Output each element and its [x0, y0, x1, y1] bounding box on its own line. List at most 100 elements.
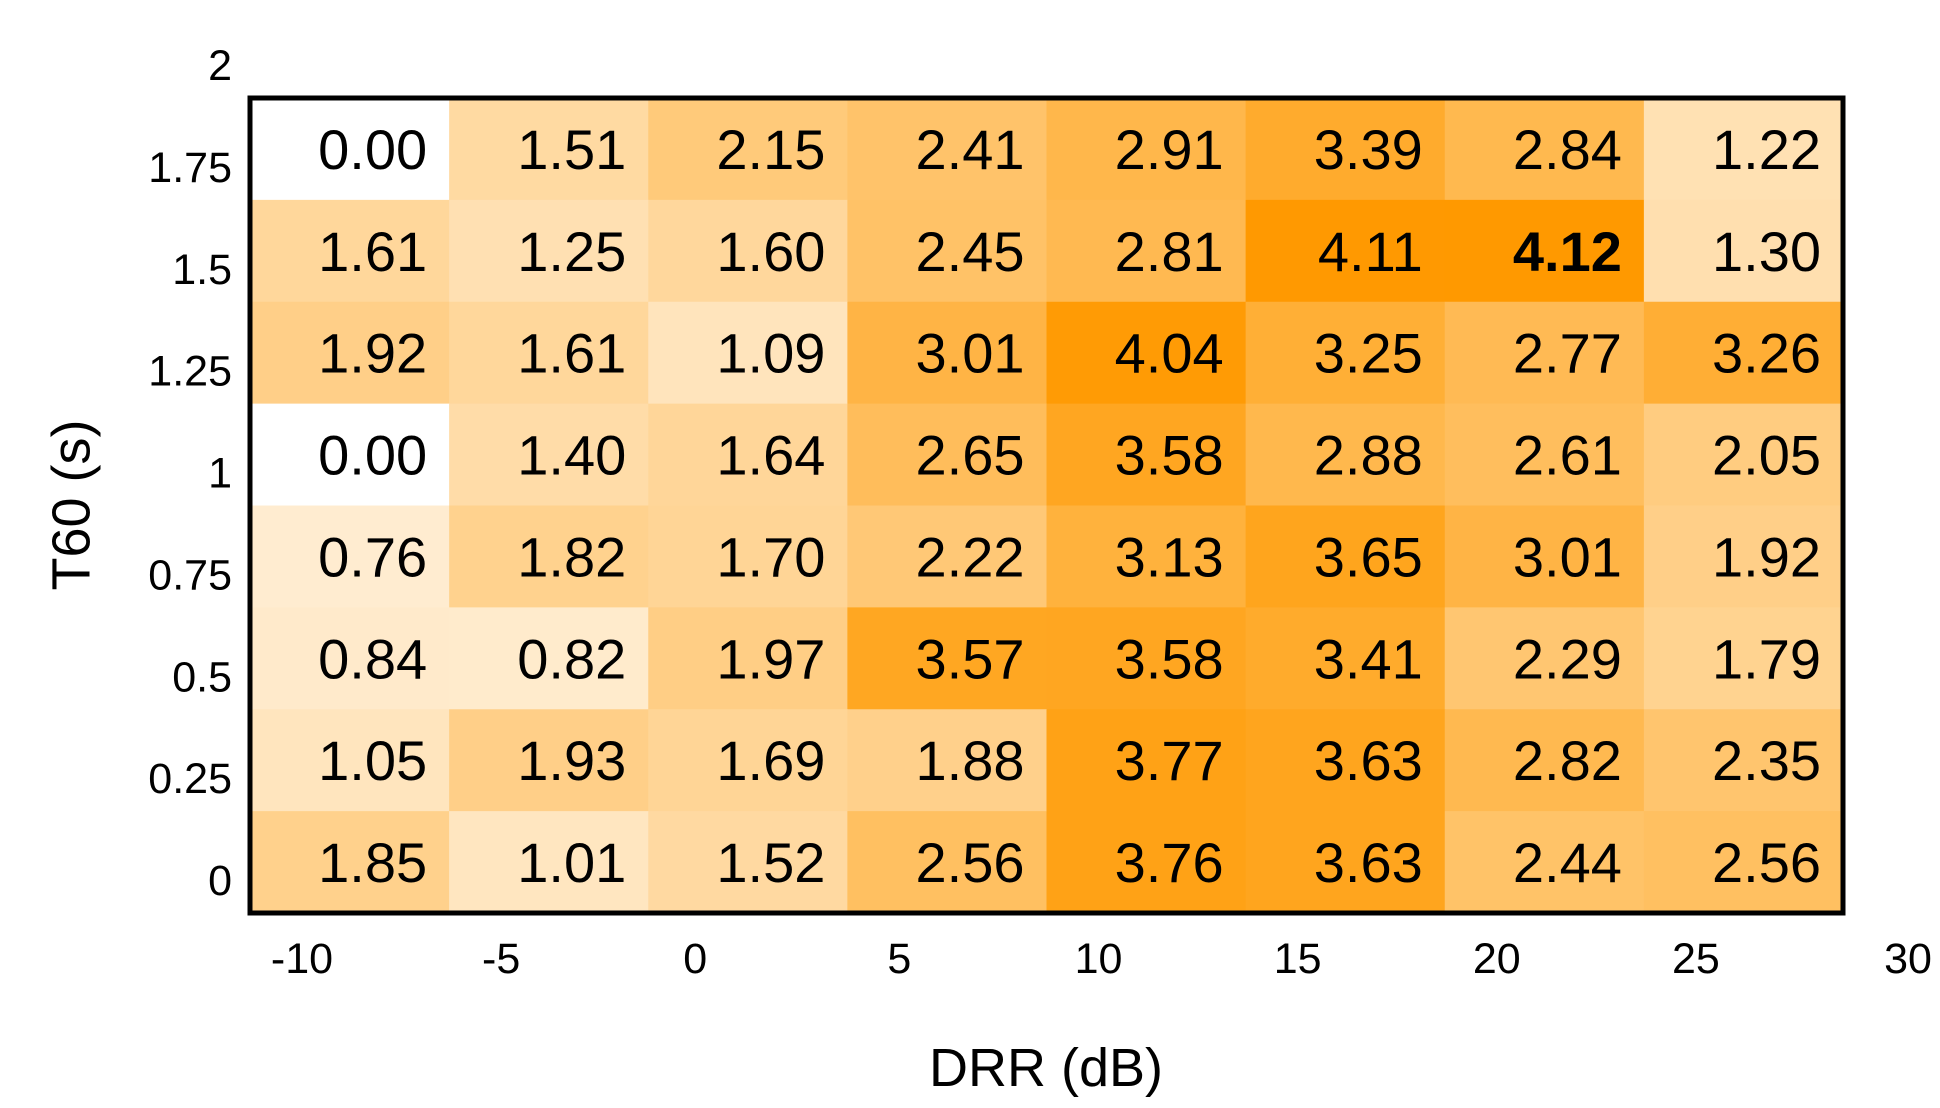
cell-value-label: 0.82: [517, 627, 626, 690]
cell-value-label: 1.61: [517, 322, 626, 385]
heatmap-cell: [648, 505, 848, 608]
cell-value-label: 3.01: [916, 322, 1025, 385]
cell-value-label: 2.45: [916, 220, 1025, 283]
heatmap-cell: [1245, 709, 1446, 812]
heatmap-cell: [1643, 811, 1844, 914]
x-tick-label: 30: [1884, 935, 1932, 983]
heatmap-cell: [847, 505, 1047, 608]
x-tick-label: 5: [887, 935, 911, 983]
heatmap-cell: [449, 199, 649, 303]
cell-value-label: 1.51: [517, 118, 626, 181]
cell-value-label: 1.92: [318, 322, 427, 385]
heatmap-cell: [847, 607, 1047, 710]
cell-value-label: 1.79: [1712, 627, 1821, 690]
heatmap-cell: [250, 403, 450, 506]
y-tick-label: 1.25: [148, 348, 232, 396]
heatmap-cell: [1245, 505, 1446, 608]
y-tick-label: 1.5: [172, 246, 232, 294]
heatmap-cell: [847, 199, 1047, 303]
heatmap-cell: [1643, 301, 1844, 405]
cell-value-label: 1.01: [517, 831, 626, 894]
heatmap-cell: [847, 811, 1047, 914]
heatmap-cell: [847, 98, 1047, 201]
heatmap-cell: [1046, 98, 1247, 201]
cell-value-label: 3.77: [1115, 729, 1224, 792]
cell-value-label: 2.29: [1513, 627, 1622, 690]
y-axis-ticks: 0 0.25 0.5 0.75 1 1.25 1.5 1.75 2: [148, 42, 232, 905]
heatmap-cell: [1643, 403, 1844, 506]
cell-value-label: 3.41: [1314, 627, 1423, 690]
y-tick-label: 0.25: [148, 755, 232, 803]
y-axis-label: T60 (s): [41, 419, 101, 590]
cell-value-label: 1.97: [716, 627, 825, 690]
heatmap-cell: [449, 709, 649, 812]
heatmap-cell: [648, 403, 848, 506]
heatmap-cell: [1643, 199, 1844, 303]
cell-value-label: 2.35: [1712, 729, 1821, 792]
cell-value-label: 3.63: [1314, 831, 1423, 894]
cell-value-label: 2.82: [1513, 729, 1622, 792]
cell-value-label: 2.88: [1314, 424, 1423, 487]
cell-value-label: 0.00: [318, 424, 427, 487]
cell-value-label: 2.91: [1115, 118, 1224, 181]
heatmap-cell: [250, 811, 450, 914]
cell-value-label: 3.65: [1314, 525, 1423, 588]
cell-value-label: 3.01: [1513, 525, 1622, 588]
cell-value-label: 4.11: [1318, 220, 1423, 283]
heatmap-cell: [1444, 301, 1645, 405]
x-tick-label: -5: [482, 935, 520, 983]
x-tick-label: 25: [1672, 935, 1720, 983]
cell-value-label: 3.58: [1115, 424, 1224, 487]
cell-value-label: 2.56: [916, 831, 1025, 894]
heatmap-cell: [1245, 199, 1446, 303]
x-tick-label: 15: [1274, 935, 1322, 983]
heatmap-cell: [1643, 98, 1844, 201]
cell-value-label: 2.81: [1115, 220, 1224, 283]
cell-value-label: 2.77: [1513, 322, 1622, 385]
cell-value-label: 0.84: [318, 627, 427, 690]
heatmap-cell: [1444, 199, 1645, 303]
heatmap-cell-labels: 0.00 1.51 2.15 2.41 2.91 3.39 2.84 1.22 1.61 1.25…: [318, 118, 1821, 894]
heatmap-cell: [250, 607, 450, 710]
cell-value-label: 0.00: [318, 118, 427, 181]
heatmap-cell: [1046, 607, 1247, 710]
heatmap-cell: [1245, 811, 1446, 914]
heatmap-cell: [250, 709, 450, 812]
heatmap-cell: [1444, 607, 1645, 710]
x-axis-label: DRR (dB): [929, 1038, 1163, 1098]
x-tick-label: 20: [1473, 935, 1521, 983]
heatmap-cell: [847, 403, 1047, 506]
cell-value-label: 3.58: [1115, 627, 1224, 690]
cell-value-label: 1.69: [716, 729, 825, 792]
cell-value-label: 3.13: [1115, 525, 1224, 588]
heatmap-cell: [648, 199, 848, 303]
heatmap-cell: [449, 403, 649, 506]
cell-value-label: 2.44: [1513, 831, 1622, 894]
cell-value-label: 3.57: [916, 627, 1025, 690]
heatmap-cell: [449, 98, 649, 201]
cell-value-label: 2.84: [1513, 118, 1622, 181]
cell-value-label: 1.70: [716, 525, 825, 588]
heatmap-cell: [449, 301, 649, 405]
heatmap-cell: [648, 709, 848, 812]
heatmap-cell: [1643, 607, 1844, 710]
cell-value-label: 3.63: [1314, 729, 1423, 792]
cell-value-label: 2.41: [916, 118, 1025, 181]
cell-value-label: 3.39: [1314, 118, 1423, 181]
y-tick-label: 1.75: [148, 144, 232, 192]
heatmap-cell: [1046, 403, 1247, 506]
heatmap-cell: [250, 98, 450, 201]
heatmap-cell: [1046, 709, 1247, 812]
heatmap-cell: [1046, 199, 1247, 303]
x-axis-ticks: -10 -5 0 5 10 15 20 25 30: [271, 935, 1932, 983]
cell-value-label: 1.30: [1712, 220, 1821, 283]
heatmap-cells: [250, 98, 1844, 914]
heatmap-cell: [1046, 505, 1247, 608]
cell-value-label: 2.05: [1712, 424, 1821, 487]
y-tick-label: 1: [208, 450, 232, 498]
cell-value-label: 1.82: [517, 525, 626, 588]
heatmap-cell: [1444, 98, 1645, 201]
cell-value-label: 3.25: [1314, 322, 1423, 385]
cell-value-label: 1.93: [517, 729, 626, 792]
heatmap-cell: [449, 811, 649, 914]
